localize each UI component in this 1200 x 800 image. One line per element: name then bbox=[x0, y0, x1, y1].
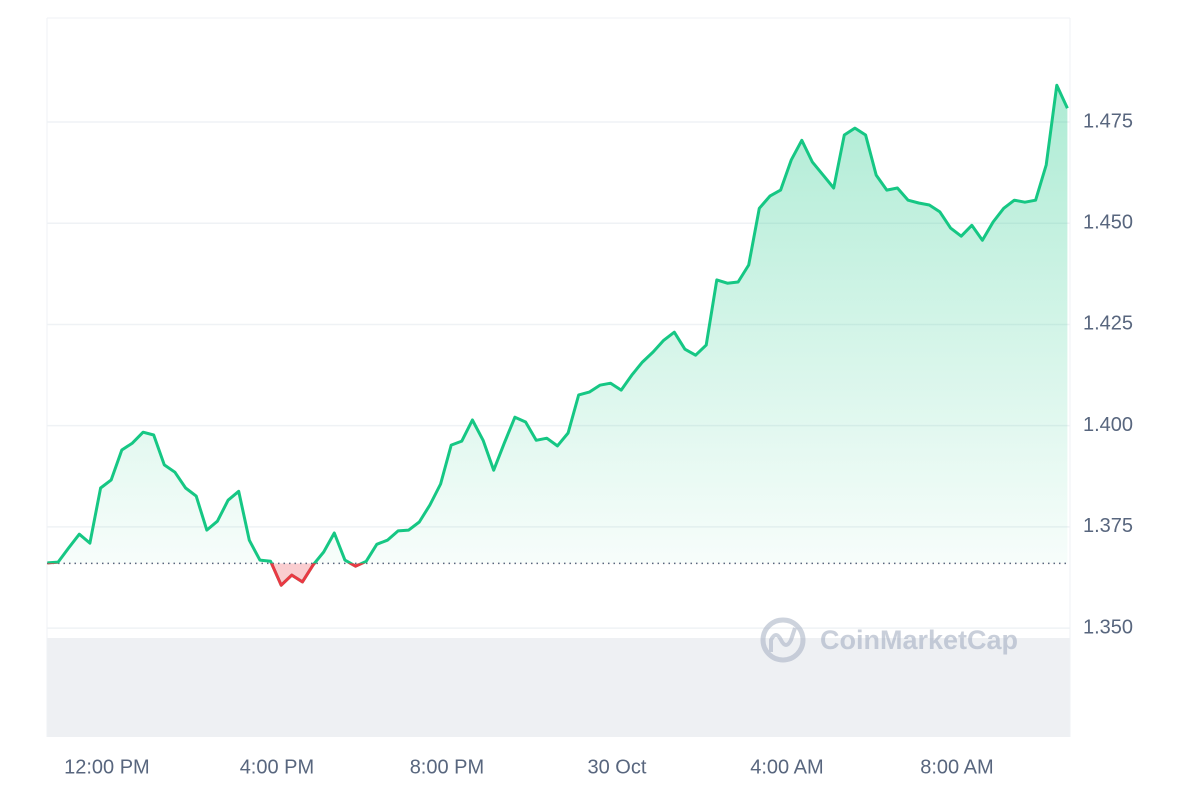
x-tick-label: 4:00 AM bbox=[750, 756, 823, 778]
watermark: CoinMarketCap bbox=[820, 625, 1018, 655]
x-tick-label: 8:00 AM bbox=[920, 756, 993, 778]
price-line bbox=[47, 83, 1069, 587]
x-tick-label: 8:00 PM bbox=[410, 756, 484, 778]
volume-area bbox=[47, 638, 1070, 737]
y-tick-label: 1.450 bbox=[1083, 212, 1133, 234]
x-tick-label: 4:00 PM bbox=[240, 756, 314, 778]
plot: 1.350 1.375 1.400 1.425 1.450 1.475 12:00 PM 4:… bbox=[46, 17, 1133, 778]
y-tick-label: 1.425 bbox=[1083, 313, 1133, 335]
y-tick-label: 1.375 bbox=[1083, 515, 1133, 537]
x-tick-label: 12:00 PM bbox=[64, 756, 150, 778]
x-tick-label: 30 Oct bbox=[587, 756, 646, 778]
y-tick-label: 1.475 bbox=[1083, 110, 1133, 132]
y-tick-label: 1.400 bbox=[1083, 414, 1133, 436]
watermark-logo bbox=[760, 617, 806, 663]
area-above bbox=[47, 85, 1068, 564]
y-tick-label: 1.350 bbox=[1083, 616, 1133, 638]
